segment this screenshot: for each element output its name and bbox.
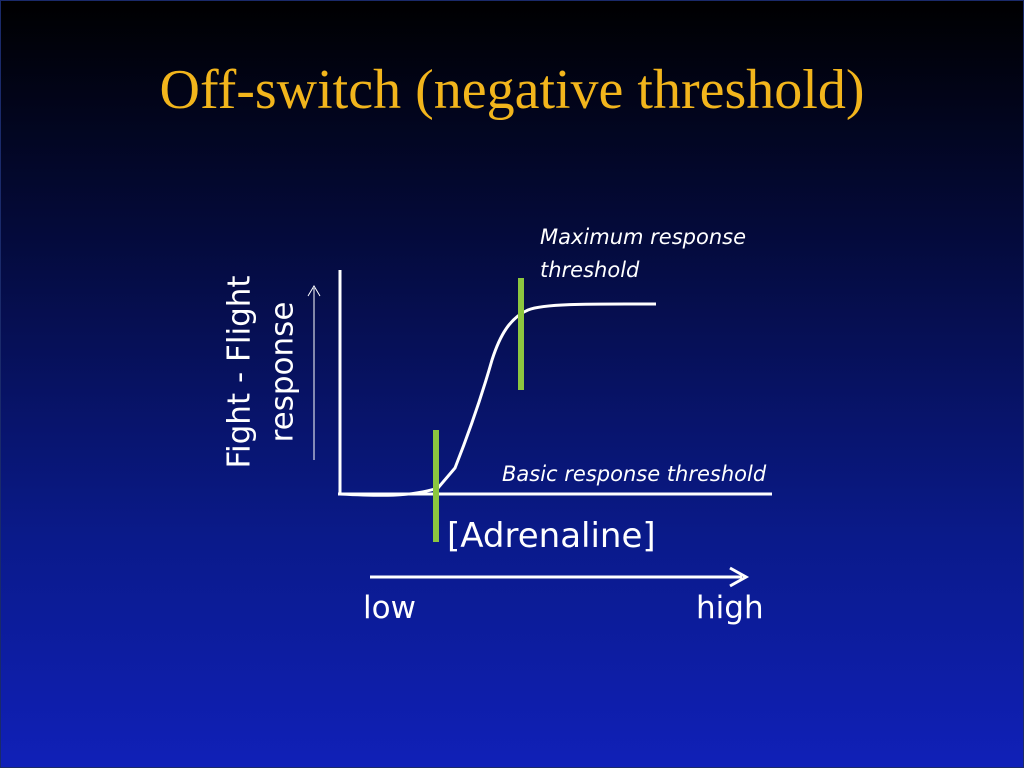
y-axis-label-line2: response xyxy=(265,301,301,443)
y-axis-label-line1: Fight - Flight xyxy=(221,275,258,469)
slide-title: Off-switch (negative threshold) xyxy=(159,59,865,121)
x-axis-label: [Adrenaline] xyxy=(447,516,656,556)
x-low-label: low xyxy=(363,590,416,626)
basic-threshold-label: Basic response threshold xyxy=(502,462,767,486)
x-high-label: high xyxy=(696,590,764,626)
y-axis-label: Fight - Flight response xyxy=(219,275,306,468)
max-threshold-marker xyxy=(518,278,524,390)
concentration-arrow-head xyxy=(729,566,750,588)
basic-threshold-marker xyxy=(433,430,439,542)
max-threshold-label-line2: threshold xyxy=(540,258,640,282)
max-threshold-label-line1: Maximum response xyxy=(540,225,746,249)
response-arrow-head xyxy=(307,285,321,297)
response-curve xyxy=(339,302,657,497)
